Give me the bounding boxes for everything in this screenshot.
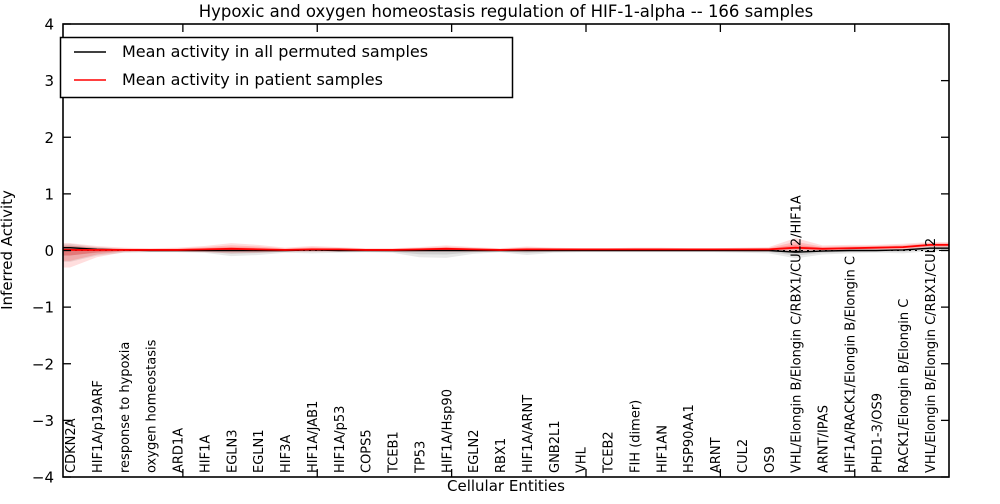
patient-confidence-band	[63, 238, 949, 268]
x-tick-label: FIH (dimer)	[628, 400, 643, 473]
y-tick-label: −4	[32, 469, 54, 487]
x-tick-label: HIF1A	[198, 435, 213, 473]
x-tick-label: HIF1A/RACK1/Elongin B/Elongin C	[843, 256, 858, 473]
x-tick-label: ARNT	[709, 437, 724, 473]
y-tick-labels: −4 −3 −2 −1 0 1 2 3 4	[32, 16, 54, 487]
chart-title: Hypoxic and oxygen homeostasis regulatio…	[199, 2, 814, 21]
x-tick-label: ARNT/IPAS	[817, 405, 832, 473]
y-axis-label: Inferred Activity	[0, 190, 16, 310]
legend-label-patient: Mean activity in patient samples	[122, 70, 383, 89]
x-tick-label: HIF3A	[279, 435, 294, 473]
y-tick-label: −3	[32, 412, 54, 430]
x-tick-label: HIF1A/Hsp90	[440, 389, 455, 473]
legend: Mean activity in all permuted samples Me…	[59, 36, 514, 99]
x-tick-label: CDKN2A	[64, 418, 79, 473]
x-tick-labels: CDKN2A HIF1A/p19ARF response to hypoxia oxy…	[64, 195, 939, 474]
x-tick-label: TP53	[413, 441, 428, 474]
confidence-bands	[63, 238, 949, 268]
x-tick-label: EGLN3	[225, 429, 240, 473]
x-tick-label: TCEB2	[602, 431, 617, 474]
patient-confidence-band	[63, 241, 949, 261]
x-tick-label: response to hypoxia	[118, 342, 133, 473]
y-tick-label: −2	[32, 355, 54, 373]
y-tick-label: 0	[44, 242, 54, 260]
x-tick-label: HIF1A/p19ARF	[91, 380, 106, 473]
x-tick-label: HSP90AA1	[682, 404, 697, 473]
x-tick-label: EGLN2	[467, 429, 482, 473]
permuted-confidence-band	[63, 243, 949, 262]
x-tick-label: HIF1A/p53	[333, 406, 348, 473]
x-tick-label: ARD1A	[172, 428, 187, 473]
y-tick-label: 1	[44, 185, 54, 203]
x-tick-label: VHL/Elongin B/Elongin C/RBX1/CUL2/HIF1A	[790, 195, 805, 473]
patient-mean-line	[63, 243, 949, 251]
x-tick-label: TCEB1	[387, 431, 402, 474]
x-tick-label: HIF1AN	[655, 425, 670, 473]
x-tick-label: OS9	[763, 446, 778, 473]
legend-label-permuted: Mean activity in all permuted samples	[122, 42, 428, 61]
data-lines	[63, 243, 949, 253]
x-tick-label: RACK1/Elongin B/Elongin C	[897, 299, 912, 473]
x-tick-label: HIF1A/JAB1	[306, 401, 321, 473]
x-tick-label: EGLN1	[252, 429, 267, 473]
y-tick-label: −1	[32, 299, 54, 317]
y-tick-label: 2	[44, 129, 54, 147]
x-axis-label: Cellular Entities	[447, 477, 565, 495]
x-tick-label: oxygen homeostasis	[145, 339, 160, 473]
x-tick-label: GNB2L1	[548, 420, 563, 473]
x-tick-label: VHL	[575, 446, 590, 473]
x-tick-label: RBX1	[494, 438, 509, 473]
x-tick-label: CUL2	[736, 439, 751, 473]
x-tick-label: VHL/Elongin B/Elongin C/RBX1/CUL2	[924, 238, 939, 473]
x-tick-label: HIF1A/ARNT	[521, 395, 536, 473]
y-tick-label: 4	[44, 16, 54, 34]
axis-ticks	[63, 23, 949, 478]
y-tick-label: 3	[44, 72, 54, 90]
x-tick-label: PHD1-3/OS9	[870, 393, 885, 473]
legend-box	[59, 36, 514, 99]
x-tick-label: COPS5	[360, 429, 375, 473]
